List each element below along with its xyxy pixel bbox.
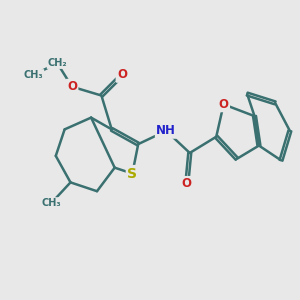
Text: O: O	[117, 68, 127, 81]
Text: CH₃: CH₃	[41, 198, 61, 208]
Text: NH: NH	[156, 124, 176, 137]
Text: O: O	[182, 177, 192, 190]
Text: S: S	[127, 167, 137, 181]
Text: O: O	[67, 80, 77, 93]
Text: O: O	[219, 98, 229, 111]
Text: CH₃: CH₃	[24, 70, 44, 80]
Text: CH₂: CH₂	[47, 58, 67, 68]
